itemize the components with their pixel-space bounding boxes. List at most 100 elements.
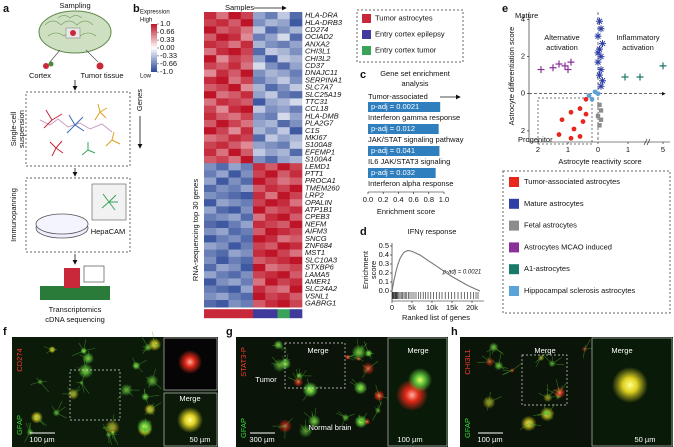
gene-label: S100A4 [305, 155, 332, 164]
process [345, 413, 355, 418]
cells [477, 339, 594, 432]
process [284, 417, 293, 427]
heatmap-cell [216, 220, 229, 229]
heatmap-cell [228, 141, 242, 150]
heatmap-cell [253, 242, 266, 250]
heatmap-cell [253, 98, 266, 106]
heatmap-cell [228, 120, 242, 128]
heatmap-cell [240, 184, 254, 193]
process [141, 335, 149, 348]
process [102, 424, 109, 435]
panel-label: a [3, 3, 10, 15]
annotation: p-adj = 0.0021 [442, 270, 482, 276]
heatmap-cell [277, 220, 291, 229]
heatmap-cell [289, 48, 303, 56]
heatmap-cell [240, 177, 254, 186]
y-tick-label: 0.0 [379, 286, 389, 295]
heatmap-cell [204, 285, 217, 294]
x-tick-label: 0.2 [378, 195, 388, 204]
heatmap-cell [216, 148, 229, 157]
annotation: activation [546, 43, 578, 52]
heatmap-cell [228, 156, 242, 164]
heatmap-cell [216, 134, 229, 142]
point [596, 71, 603, 79]
process [151, 368, 156, 381]
cell [344, 354, 351, 360]
legend-label: Mature astrocytes [524, 199, 584, 208]
heatmap-cell [204, 134, 217, 142]
point [599, 77, 606, 85]
heatmap-cell [240, 163, 254, 171]
point [621, 73, 629, 81]
point [594, 58, 602, 66]
gene-label: ZNF684 [304, 241, 332, 250]
heatmap-cell [240, 105, 254, 114]
heatmap-cell [240, 84, 254, 92]
scale-label: 100 µm [397, 435, 422, 444]
process [543, 404, 547, 413]
heatmap-cell [240, 156, 254, 164]
process [311, 411, 315, 422]
process [136, 359, 147, 366]
heatmap-cell [228, 220, 242, 229]
heatmap-cell [265, 120, 278, 128]
heatmap-cell [204, 62, 217, 70]
heatmap-cell [253, 33, 266, 42]
heatmap-cell [265, 98, 278, 106]
process [145, 395, 160, 398]
heatmap-cell [265, 40, 278, 49]
gene-label: SLC7A7 [305, 83, 334, 92]
heatmap-cell [216, 98, 229, 106]
process [498, 353, 502, 366]
heatmap-cell [253, 55, 266, 63]
heatmap-cell [240, 264, 254, 272]
point [549, 64, 557, 72]
heatmap-cell [216, 206, 229, 214]
y-tick-label: 0.4 [379, 250, 389, 259]
y-tick-label: 0.1 [379, 277, 389, 286]
heatmap-cell [216, 300, 229, 308]
colorbar-low: Low [140, 74, 152, 80]
process [502, 370, 513, 375]
heatmap-cell [253, 69, 266, 78]
gene-label: CD274 [305, 25, 328, 34]
process [555, 379, 561, 393]
heatmap-cell [216, 163, 229, 171]
process [547, 389, 555, 398]
heatmap-cell [253, 127, 266, 135]
process [144, 426, 146, 435]
heatmap-cell [277, 76, 291, 85]
annotation: Progenitor [518, 135, 553, 144]
process [359, 421, 368, 424]
heatmap-cell [289, 19, 303, 27]
heatmap-cell [216, 235, 229, 243]
heatmap-cell [228, 256, 242, 265]
process [300, 424, 306, 432]
x-tick-label: 2 [536, 145, 540, 154]
heatmap-cell [228, 91, 242, 99]
heatmap-cell [277, 120, 291, 128]
colorbar-tick-label: -0.66 [160, 59, 177, 68]
gene-label: LEMD1 [305, 162, 330, 171]
heatmap-cell [204, 40, 217, 49]
heatmap-cell [216, 156, 229, 164]
panel-label: e [502, 3, 508, 15]
heatmap-cell [228, 213, 242, 222]
heatmap-cell [228, 40, 242, 49]
heatmap-cell [240, 19, 254, 27]
pointer [49, 49, 99, 63]
heatmap-cell [253, 141, 266, 150]
heatmap-cell [265, 213, 278, 222]
process [56, 400, 63, 413]
point [597, 66, 605, 74]
heatmap-cell [204, 69, 217, 78]
heatmap-cell [216, 91, 229, 99]
heatmap-cell [228, 271, 242, 279]
heatmap-cell [265, 199, 278, 207]
heatmap-cell [228, 292, 242, 301]
process [358, 358, 364, 361]
heatmap-cell [228, 264, 242, 272]
y-axis-label: RNA-sequencing top 30 genes [191, 179, 200, 281]
heatmap-cell [240, 206, 254, 214]
heatmap-cell [204, 156, 217, 164]
